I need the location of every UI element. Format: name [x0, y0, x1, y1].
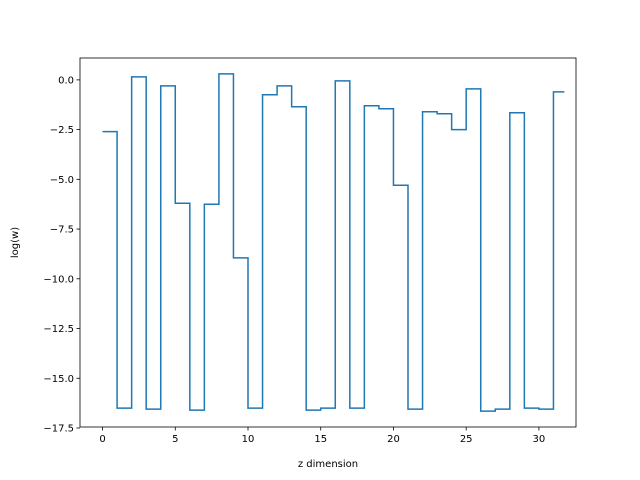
plot-layer	[102, 73, 565, 412]
y-tick-label: −2.5	[50, 125, 74, 136]
x-tick-label: 15	[314, 434, 327, 445]
y-tick-label: 0.0	[58, 75, 74, 86]
x-axis-ticks: 0 5 10 15 20 25 30	[99, 427, 545, 445]
y-tick-label: −15.0	[43, 374, 74, 385]
y-tick-label: −7.5	[50, 225, 74, 236]
series-line-0	[102, 73, 565, 412]
y-tick-label: −5.0	[50, 175, 74, 186]
x-tick-label: 10	[242, 434, 255, 445]
y-tick-label: −10.0	[43, 274, 74, 285]
x-tick-label: 25	[460, 434, 473, 445]
x-tick-label: 0	[99, 434, 105, 445]
x-tick-label: 5	[172, 434, 178, 445]
x-tick-label: 30	[533, 434, 546, 445]
y-tick-label: −17.5	[43, 423, 74, 434]
x-axis-label: z dimension	[298, 459, 358, 470]
x-tick-label: 20	[387, 434, 400, 445]
y-axis-label: log(w)	[10, 227, 21, 258]
axes-frame	[79, 57, 577, 428]
y-axis-ticks: 0.0 −2.5 −5.0 −7.5 −10.0 −12.5 −15.0 −17.5	[43, 75, 80, 434]
y-tick-label: −12.5	[43, 324, 74, 335]
